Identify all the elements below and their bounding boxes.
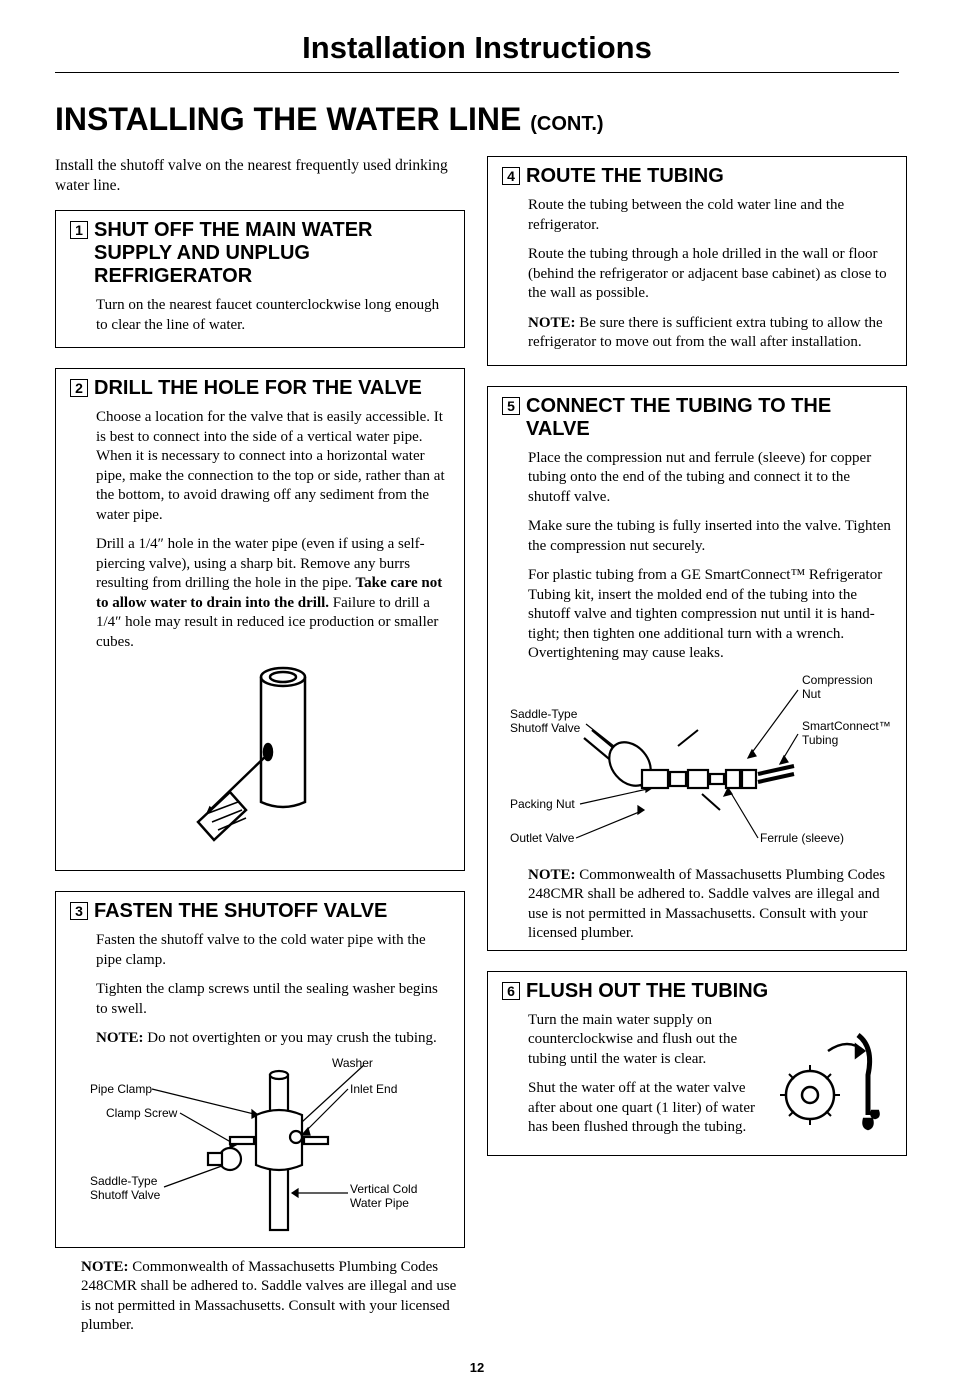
intro-text: Install the shutoff valve on the nearest…	[55, 156, 455, 196]
svg-text:Inlet End: Inlet End	[350, 1082, 397, 1096]
valve-clamp-diagram: Washer Pipe Clamp Inlet End Clamp Screw …	[70, 1055, 450, 1235]
step-3-note: NOTE: Commonwealth of Massachusetts Plum…	[55, 1258, 465, 1336]
step-4-title: ROUTE THE TUBING	[526, 165, 892, 188]
step-1-box: 1 SHUT OFF THE MAIN WATER SUPPLY AND UNP…	[55, 210, 465, 348]
drill-diagram	[96, 662, 450, 852]
step-1-number: 1	[70, 221, 88, 239]
step-6-p2: Shut the water off at the water valve af…	[528, 1079, 762, 1138]
step-4-number: 4	[502, 167, 520, 185]
svg-text:Shutoff Valve: Shutoff Valve	[510, 721, 581, 735]
content-columns: Install the shutoff valve on the nearest…	[55, 156, 899, 1354]
svg-text:Shutoff Valve: Shutoff Valve	[90, 1188, 161, 1202]
svg-text:Water Pipe: Water Pipe	[350, 1196, 409, 1210]
main-heading-cont: (CONT.)	[530, 113, 603, 135]
svg-text:Pipe Clamp: Pipe Clamp	[90, 1082, 152, 1096]
step-6-p1: Turn the main water supply on counterclo…	[528, 1011, 762, 1070]
step-3-p1: Fasten the shutoff valve to the cold wat…	[96, 931, 450, 970]
document-title: Installation Instructions	[55, 30, 899, 73]
step-6-title: FLUSH OUT THE TUBING	[526, 980, 892, 1003]
left-column: Install the shutoff valve on the nearest…	[55, 156, 465, 1354]
step-2-p2: Drill a 1/4″ hole in the water pipe (eve…	[96, 535, 450, 652]
step-2-box: 2 DRILL THE HOLE FOR THE VALVE Choose a …	[55, 368, 465, 871]
svg-text:Vertical Cold: Vertical Cold	[350, 1182, 417, 1196]
step-2-number: 2	[70, 379, 88, 397]
right-column: 4 ROUTE THE TUBING Route the tubing betw…	[487, 156, 907, 1354]
step-3-p2: Tighten the clamp screws until the seali…	[96, 980, 450, 1019]
step-1-title: SHUT OFF THE MAIN WATER SUPPLY AND UNPLU…	[94, 219, 450, 288]
svg-text:Packing Nut: Packing Nut	[510, 797, 575, 811]
step-2-p1: Choose a location for the valve that is …	[96, 408, 450, 525]
step-5-number: 5	[502, 397, 520, 415]
svg-text:Clamp Screw: Clamp Screw	[106, 1106, 178, 1120]
svg-text:Tubing: Tubing	[802, 733, 838, 747]
step-6-box: 6 FLUSH OUT THE TUBING Turn the main wat…	[487, 971, 907, 1156]
svg-text:Outlet Valve: Outlet Valve	[510, 831, 575, 845]
step-5-box: 5 CONNECT THE TUBING TO THE VALVE Place …	[487, 386, 907, 951]
step-3-title: FASTEN THE SHUTOFF VALVE	[94, 900, 450, 923]
step-4-p1: Route the tubing between the cold water …	[528, 196, 892, 235]
svg-text:Nut: Nut	[802, 687, 821, 701]
step-1-p1: Turn on the nearest faucet counterclockw…	[96, 296, 450, 335]
step-5-p3: For plastic tubing from a GE SmartConnec…	[528, 566, 892, 664]
page-number: 12	[55, 1360, 899, 1375]
step-2-title: DRILL THE HOLE FOR THE VALVE	[94, 377, 450, 400]
svg-text:SmartConnect™: SmartConnect™	[802, 719, 891, 733]
step-5-p2: Make sure the tubing is fully inserted i…	[528, 517, 892, 556]
step-4-box: 4 ROUTE THE TUBING Route the tubing betw…	[487, 156, 907, 366]
step-3-number: 3	[70, 902, 88, 920]
svg-text:Compression: Compression	[802, 673, 873, 687]
step-4-p3: NOTE: Be sure there is sufficient extra …	[528, 314, 892, 353]
svg-text:Saddle-Type: Saddle-Type	[510, 707, 578, 721]
flush-diagram	[772, 1017, 892, 1137]
step-6-number: 6	[502, 982, 520, 1000]
step-5-title: CONNECT THE TUBING TO THE VALVE	[526, 395, 892, 441]
step-5-note: NOTE: Commonwealth of Massachusetts Plum…	[528, 866, 892, 944]
svg-text:Ferrule (sleeve): Ferrule (sleeve)	[760, 831, 844, 845]
svg-text:Washer: Washer	[332, 1056, 373, 1070]
step-5-p1: Place the compression nut and ferrule (s…	[528, 449, 892, 508]
step-3-box: 3 FASTEN THE SHUTOFF VALVE Fasten the sh…	[55, 891, 465, 1248]
tubing-valve-diagram: Compression Nut Saddle-Type Shutoff Valv…	[502, 670, 892, 860]
main-heading-text: INSTALLING THE WATER LINE	[55, 101, 521, 137]
step-3-p3: NOTE: Do not overtighten or you may crus…	[96, 1029, 450, 1049]
svg-text:Saddle-Type: Saddle-Type	[90, 1174, 158, 1188]
main-heading: INSTALLING THE WATER LINE (CONT.)	[55, 101, 899, 138]
step-4-p2: Route the tubing through a hole drilled …	[528, 245, 892, 304]
